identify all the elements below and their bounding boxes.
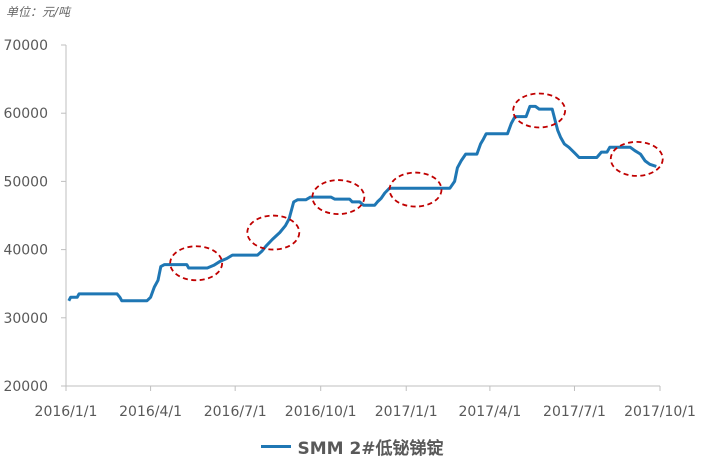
legend: SMM 2#低铋锑锭 [0, 434, 705, 459]
y-tick-label: 70000 [3, 38, 48, 54]
x-tick-label: 2016/10/1 [285, 404, 357, 420]
x-axis-tick-labels: 2016/1/1 2016/4/1 2016/7/1 2016/10/1 2017/1/… [35, 404, 696, 420]
highlight-ellipse [609, 140, 664, 177]
series-line [67, 104, 657, 303]
x-tick-label: 2017/10/1 [624, 404, 696, 420]
annotation-layer [169, 92, 664, 282]
y-tick-label: 30000 [3, 311, 48, 327]
x-tick-label: 2016/7/1 [204, 404, 267, 420]
chart-axes [61, 44, 661, 391]
y-tick-label: 20000 [3, 379, 48, 395]
y-axis-tick-labels: 20000 30000 40000 50000 60000 70000 [3, 38, 48, 395]
y-tick-label: 60000 [3, 106, 48, 122]
highlight-ellipse [512, 92, 567, 129]
x-tick-label: 2016/1/1 [35, 404, 98, 420]
legend-swatch [261, 445, 292, 448]
y-tick-label: 40000 [3, 243, 48, 259]
unit-label: 单位：元/吨 [6, 5, 71, 19]
highlight-ellipse [388, 171, 443, 208]
series-layer [67, 104, 657, 303]
x-tick-label: 2017/1/1 [375, 404, 438, 420]
x-tick-label: 2017/7/1 [543, 404, 606, 420]
y-tick-label: 50000 [3, 174, 48, 190]
highlight-ellipse [311, 179, 366, 215]
x-tick-label: 2016/4/1 [119, 404, 182, 420]
highlight-ellipse [169, 245, 224, 282]
legend-label: SMM 2#低铋锑锭 [297, 439, 444, 459]
highlight-ellipse [246, 214, 301, 251]
x-tick-label: 2017/4/1 [458, 404, 521, 420]
